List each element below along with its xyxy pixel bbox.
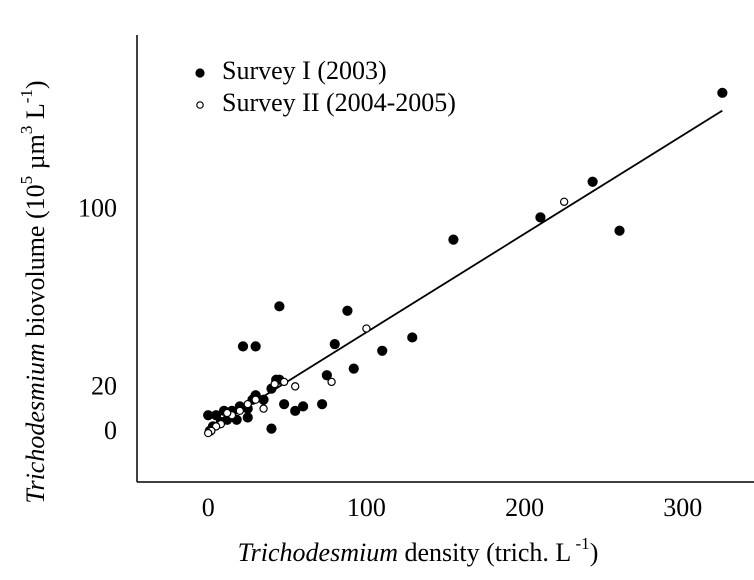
data-point — [329, 339, 340, 350]
y-tick-label: 20 — [91, 372, 117, 401]
label-part: ) — [590, 538, 599, 567]
y-tick-label: 100 — [78, 194, 117, 223]
label-part: -1 — [17, 89, 36, 103]
label-part: density (trich. L — [398, 538, 571, 567]
label-part: 5 — [17, 176, 36, 185]
data-point — [266, 423, 277, 434]
data-point — [203, 428, 213, 438]
y-axis-label: Trichodesmium biovolume (105 µm3 L-1) — [17, 80, 50, 503]
label-part: L — [21, 103, 50, 125]
data-point — [259, 404, 268, 413]
label-part: µm — [21, 134, 50, 176]
x-tick-label: 100 — [347, 493, 386, 522]
data-point — [274, 301, 285, 312]
label-part: Trichodesmium — [238, 538, 398, 567]
data-point — [251, 395, 260, 404]
fit-line — [207, 109, 723, 432]
data-point — [327, 377, 336, 387]
label-part: -1 — [571, 534, 589, 553]
label-part: ) — [21, 80, 50, 89]
data-point — [279, 377, 289, 387]
label-part: Trichodesmium — [21, 343, 50, 503]
data-point — [348, 363, 359, 374]
data-point — [587, 176, 598, 187]
data-point — [407, 332, 418, 343]
data-point — [377, 345, 388, 356]
data-point — [290, 405, 301, 416]
data-point — [614, 225, 625, 236]
label-part: biovolume (10 — [21, 184, 50, 343]
x-tick-label: 200 — [505, 493, 544, 522]
legend-label: Survey II (2004-2005) — [222, 88, 456, 117]
legend-marker — [196, 101, 204, 109]
data-point — [298, 401, 309, 412]
x-axis-label: Trichodesmium density (trich. L -1) — [238, 534, 599, 567]
legend-label: Survey I (2003) — [222, 56, 387, 85]
legend-marker — [195, 68, 205, 78]
data-point — [235, 406, 245, 416]
data-point — [222, 408, 232, 418]
data-point — [242, 412, 253, 423]
data-point — [342, 305, 353, 316]
x-tick-label: 0 — [202, 493, 215, 522]
data-point — [321, 370, 332, 381]
data-point — [279, 399, 290, 410]
y-tick-label: 0 — [104, 416, 117, 445]
data-point — [535, 212, 546, 223]
data-point — [237, 341, 249, 352]
data-point — [243, 399, 252, 409]
data-point — [203, 410, 214, 421]
data-point — [250, 341, 261, 352]
data-point — [448, 234, 459, 245]
data-point — [717, 87, 728, 98]
label-part: 3 — [17, 126, 36, 135]
data-point — [317, 399, 328, 410]
data-point — [270, 379, 279, 389]
data-point — [291, 382, 300, 391]
data-point — [559, 197, 569, 206]
data-point — [362, 324, 371, 333]
x-tick-label: 300 — [663, 493, 702, 522]
